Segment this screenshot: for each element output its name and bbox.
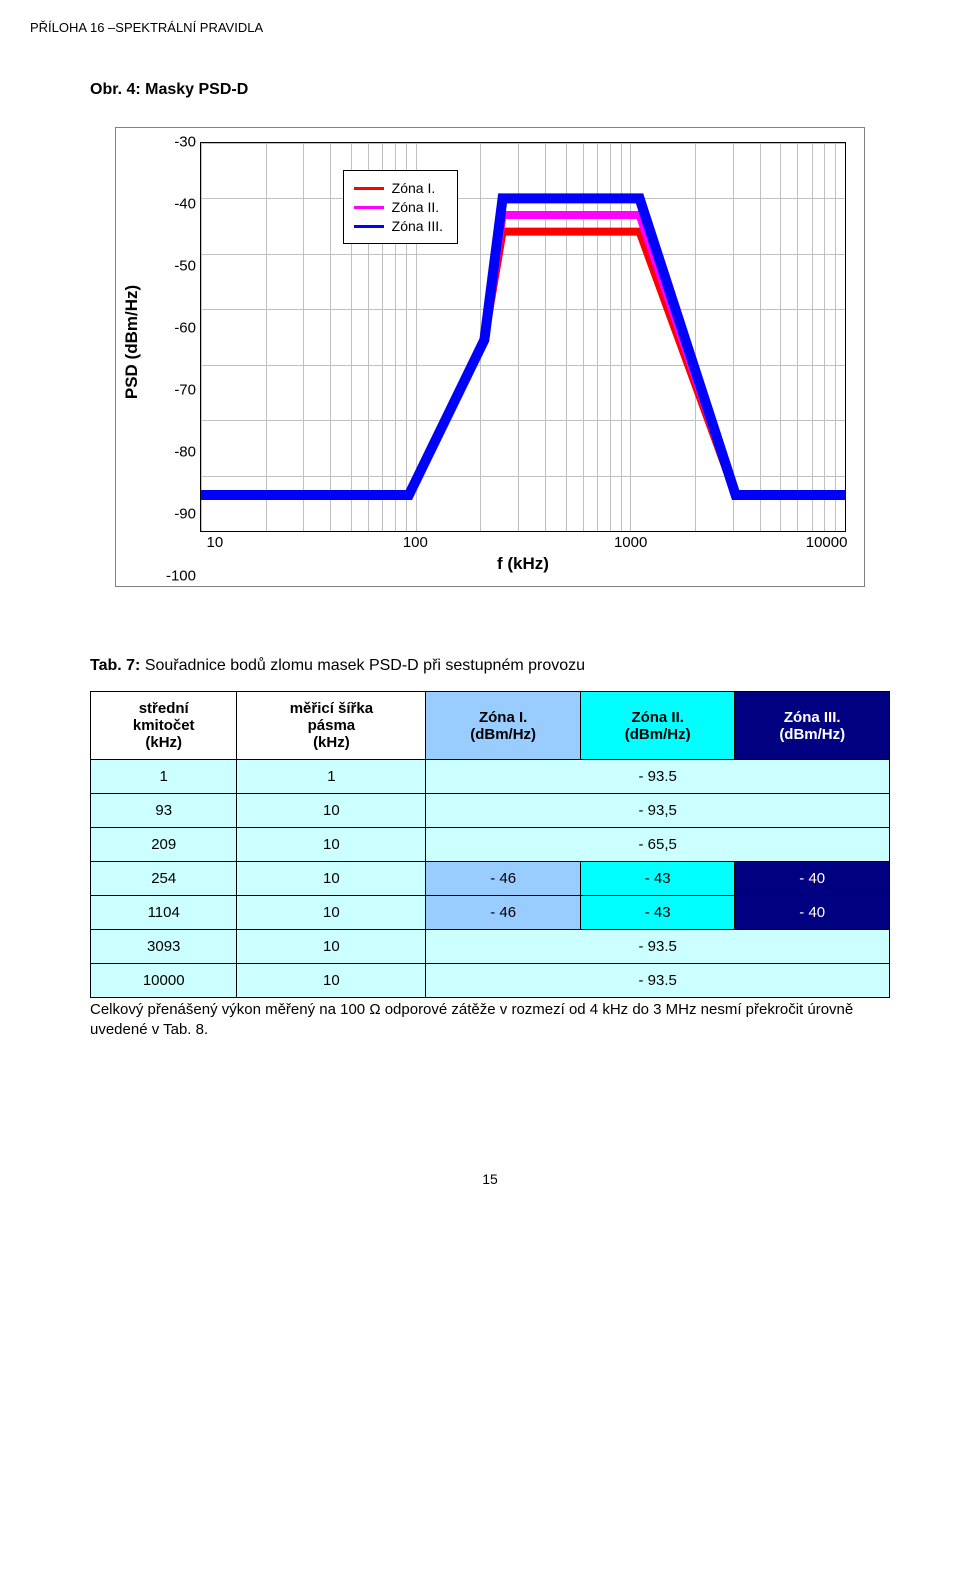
table-cell: - 40: [735, 896, 890, 930]
legend-label: Zóna III.: [392, 218, 443, 234]
figure-title: Obr. 4: Masky PSD-D: [90, 81, 890, 99]
table-caption-number: Tab. 7:: [90, 657, 140, 674]
table-cell: 10: [237, 964, 426, 998]
xtick-label: 10000: [806, 534, 848, 551]
table-caption-text: Souřadnice bodů zlomu masek PSD-D při se…: [140, 657, 585, 674]
table-cell: - 40: [735, 862, 890, 896]
page-number: 15: [90, 1171, 890, 1187]
table-cell: 10: [237, 794, 426, 828]
table-cell: 10: [237, 828, 426, 862]
chart-xticks: 10 100 1000 10000: [200, 532, 846, 552]
table-cell: 10: [237, 862, 426, 896]
ytick-label: -50: [174, 258, 196, 275]
table-cell: 1: [91, 760, 237, 794]
legend-swatch: [354, 206, 384, 209]
chart-legend: Zóna I. Zóna II. Zóna III.: [343, 170, 458, 244]
table-cell: - 93.5: [426, 760, 890, 794]
ytick-label: -40: [174, 196, 196, 213]
psd-chart: PSD (dBm/Hz) -30 -40 -50 -60 -70 -80 -90 -100 Z…: [115, 127, 865, 587]
xtick-label: 1000: [614, 534, 647, 551]
table-cell: - 93.5: [426, 930, 890, 964]
table-cell: - 93,5: [426, 794, 890, 828]
legend-label: Zóna I.: [392, 180, 436, 196]
xtick-label: 10: [207, 534, 224, 551]
table-row: 1000010- 93.5: [91, 964, 890, 998]
legend-label: Zóna II.: [392, 199, 439, 215]
ytick-label: -30: [174, 134, 196, 151]
table-header-cell: středníkmitočet(kHz): [91, 692, 237, 760]
table-caption: Tab. 7: Souřadnice bodů zlomu masek PSD-…: [90, 657, 890, 675]
table-footnote: Celkový přenášený výkon měřený na 100 Ω …: [90, 1000, 890, 1041]
table-row: 110410- 46- 43- 40: [91, 896, 890, 930]
table-row: 25410- 46- 43- 40: [91, 862, 890, 896]
table-header-cell: měřicí šířkapásma(kHz): [237, 692, 426, 760]
ytick-label: -80: [174, 444, 196, 461]
table-cell: 1: [237, 760, 426, 794]
table-row: 9310- 93,5: [91, 794, 890, 828]
legend-swatch: [354, 187, 384, 190]
table-row: 20910- 65,5: [91, 828, 890, 862]
chart-yticks: -30-40-50-60-70-80-90-100: [160, 142, 200, 576]
xtick-label: 100: [403, 534, 428, 551]
table-cell: 10: [237, 930, 426, 964]
table-cell: - 43: [580, 896, 735, 930]
table-cell: 10: [237, 896, 426, 930]
table-header-cell: Zóna I.(dBm/Hz): [426, 692, 581, 760]
psd-breakpoints-table: středníkmitočet(kHz)měřicí šířkapásma(kH…: [90, 691, 890, 998]
table-cell: 93: [91, 794, 237, 828]
table-row: 11- 93.5: [91, 760, 890, 794]
legend-swatch: [354, 225, 384, 228]
chart-plot-area: Zóna I. Zóna II. Zóna III.: [200, 142, 846, 532]
table-cell: - 93.5: [426, 964, 890, 998]
table-cell: 10000: [91, 964, 237, 998]
ytick-label: -70: [174, 382, 196, 399]
chart-xlabel: f (kHz): [200, 552, 846, 576]
table-cell: - 43: [580, 862, 735, 896]
table-cell: 209: [91, 828, 237, 862]
ytick-label: -100: [166, 568, 196, 585]
table-row: 309310- 93.5: [91, 930, 890, 964]
table-cell: 254: [91, 862, 237, 896]
table-header-cell: Zóna III.(dBm/Hz): [735, 692, 890, 760]
table-cell: - 46: [426, 896, 581, 930]
ytick-label: -60: [174, 320, 196, 337]
table-header-cell: Zóna II.(dBm/Hz): [580, 692, 735, 760]
table-cell: - 46: [426, 862, 581, 896]
table-cell: 1104: [91, 896, 237, 930]
ytick-label: -90: [174, 506, 196, 523]
chart-ylabel: PSD (dBm/Hz): [122, 284, 142, 398]
page-header: PŘÍLOHA 16 –SPEKTRÁLNÍ PRAVIDLA: [30, 20, 890, 35]
table-cell: 3093: [91, 930, 237, 964]
table-cell: - 65,5: [426, 828, 890, 862]
